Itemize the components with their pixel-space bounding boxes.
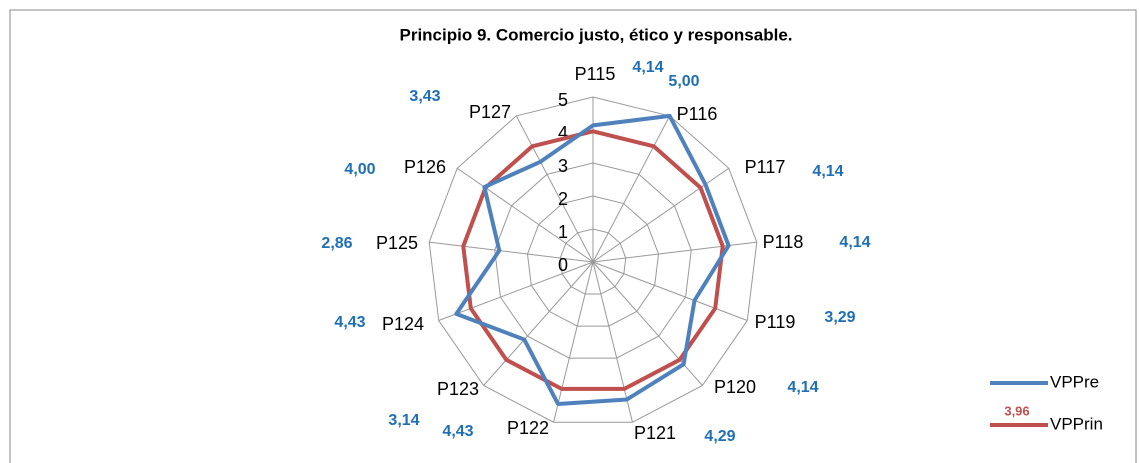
grid-ring <box>559 228 627 295</box>
category-label: P120 <box>714 377 756 397</box>
y-tick-label: 1 <box>558 222 568 242</box>
category-label: P121 <box>634 423 676 443</box>
category-label: P127 <box>469 102 511 122</box>
grid-ring <box>494 162 692 359</box>
spoke <box>592 261 748 321</box>
spoke <box>438 261 594 321</box>
category-label: P123 <box>437 379 479 399</box>
value-label: 3,29 <box>824 309 855 326</box>
spoke <box>483 261 594 386</box>
value-label: 5,00 <box>668 73 699 90</box>
category-label: P115 <box>575 64 616 84</box>
value-label: 4,14 <box>632 59 663 76</box>
value-label: 3,96 <box>1004 403 1029 418</box>
y-tick-label: 5 <box>558 90 568 110</box>
value-label: 3,14 <box>388 412 419 429</box>
category-label: P126 <box>404 157 446 177</box>
y-tick-label: 0 <box>558 255 568 275</box>
spoke <box>553 261 594 423</box>
spoke <box>515 115 594 263</box>
series-line <box>454 113 731 406</box>
value-label: 4,14 <box>839 234 870 251</box>
legend-label: VPPre <box>1050 372 1099 391</box>
category-label: P119 <box>755 312 796 332</box>
value-label: 2,86 <box>321 235 352 252</box>
y-tick-label: 4 <box>558 123 568 143</box>
category-label: P122 <box>507 418 549 438</box>
value-label: 4,43 <box>442 423 473 440</box>
value-label: 4,43 <box>334 314 365 331</box>
value-label: 4,00 <box>344 161 375 178</box>
category-label: P117 <box>745 157 786 177</box>
value-label: 3,43 <box>409 88 440 105</box>
spoke <box>592 115 671 263</box>
grid-ring <box>428 96 758 423</box>
series-line <box>461 129 725 391</box>
category-label: P116 <box>677 104 718 124</box>
category-label: P125 <box>376 233 418 253</box>
chart-title: Principio 9. Comercio justo, ético y res… <box>400 25 793 44</box>
spoke <box>429 241 594 263</box>
y-tick-label: 2 <box>558 189 568 209</box>
spoke <box>456 167 594 263</box>
value-label: 4,29 <box>704 428 735 445</box>
grid-ring <box>526 195 660 327</box>
y-tick-label: 3 <box>558 156 568 176</box>
spoke <box>592 261 633 423</box>
category-label: P124 <box>382 314 424 334</box>
legend-label: VPPrin <box>1050 414 1103 433</box>
value-label: 4,14 <box>787 379 818 396</box>
value-label: 4,14 <box>812 163 843 180</box>
category-label: P118 <box>763 232 804 252</box>
